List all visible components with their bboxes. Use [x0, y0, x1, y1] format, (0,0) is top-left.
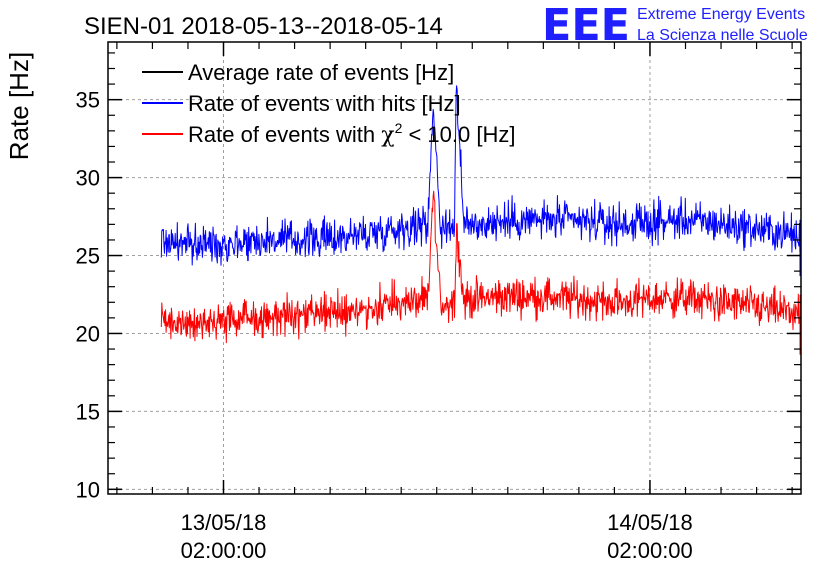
- plot-frame: [107, 41, 802, 495]
- series-line-chi2: [160, 190, 801, 355]
- y-tick-label: 10: [76, 477, 100, 502]
- series-layer: [160, 85, 801, 355]
- logo-line-2: La Scienza nelle Scuole: [637, 27, 808, 44]
- y-tick-labels: 10 15 20 25 30 35: [76, 88, 100, 503]
- x-tick-label-time: 02:00:00: [181, 538, 267, 563]
- eee-logo: EEE: [542, 0, 630, 51]
- x-tick-label-date: 13/05/18: [181, 510, 267, 535]
- legend: Average rate of events [Hz] Rate of even…: [142, 60, 515, 148]
- x-tick-labels: 13/05/18 02:00:00 14/05/18 02:00:00: [181, 510, 693, 563]
- legend-label-chi2: Rate of events with χ2 < 10.0 [Hz]: [188, 120, 515, 148]
- x-tick-label-time: 02:00:00: [607, 538, 693, 563]
- y-tick-label: 15: [76, 399, 100, 424]
- axis-ticks: [108, 42, 801, 494]
- legend-label-hits: Rate of events with hits [Hz]: [188, 91, 461, 116]
- y-tick-label: 20: [76, 321, 100, 346]
- series-line-hits: [160, 85, 801, 277]
- chart-title: SIEN-01 2018-05-13--2018-05-14: [84, 13, 443, 40]
- legend-label-average: Average rate of events [Hz]: [188, 60, 454, 85]
- y-tick-label: 35: [76, 88, 100, 113]
- x-tick-label-date: 14/05/18: [607, 510, 693, 535]
- y-tick-label: 25: [76, 244, 100, 269]
- y-tick-label: 30: [76, 166, 100, 191]
- logo-line-1: Extreme Energy Events: [637, 6, 805, 23]
- y-axis-label: Rate [Hz]: [4, 52, 34, 160]
